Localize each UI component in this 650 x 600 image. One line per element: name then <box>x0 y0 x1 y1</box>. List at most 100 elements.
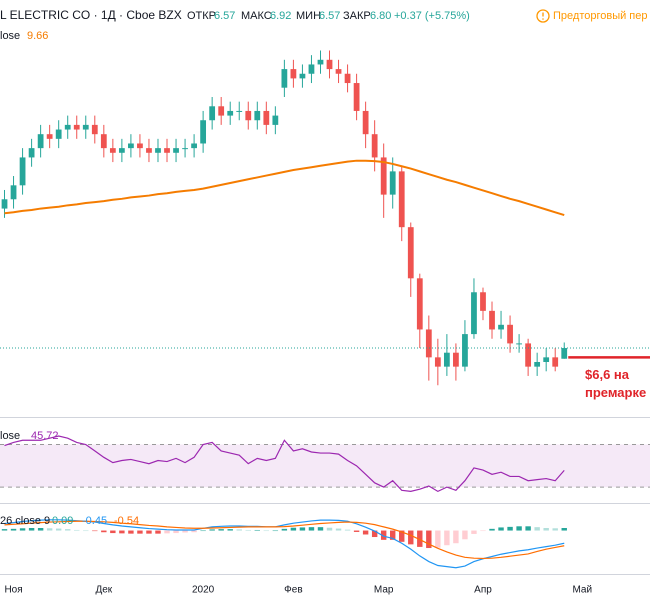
histogram-bar <box>37 528 44 531</box>
candle-body <box>236 110 243 112</box>
histogram-bar <box>128 530 134 534</box>
legend-value: 9.66 <box>27 30 48 42</box>
histogram-bar <box>164 530 170 534</box>
histogram-bar <box>516 526 522 531</box>
series-line <box>4 435 565 493</box>
x-tick-label: Дек <box>95 585 112 596</box>
histogram-bar <box>146 530 152 534</box>
histogram-bar <box>173 530 179 534</box>
legend-label: lose <box>0 430 20 442</box>
candle-body <box>462 334 468 367</box>
histogram-bar <box>281 528 288 531</box>
histogram-bar <box>498 527 504 531</box>
candle-body <box>64 124 71 130</box>
histogram-bar <box>471 530 477 534</box>
candle-body <box>471 292 477 335</box>
histogram-bar <box>371 530 378 538</box>
histogram-bar <box>507 526 513 531</box>
ohlc-name: МИН <box>296 10 321 22</box>
candle-body <box>128 143 134 149</box>
candle-body <box>254 110 261 121</box>
histogram-bar <box>1 529 8 531</box>
session-status[interactable]: Предторговый пер <box>553 10 648 22</box>
candle-body <box>118 148 125 153</box>
x-tick-label: Апр <box>474 585 492 596</box>
histogram-bar <box>380 530 387 540</box>
plot <box>0 50 650 569</box>
status-icon-dot <box>542 18 544 20</box>
candle-body <box>46 134 53 139</box>
candle-body <box>100 134 107 149</box>
candle-body <box>489 310 495 330</box>
candle-body <box>443 352 450 367</box>
candle-body <box>28 148 35 158</box>
series-line <box>4 159 565 217</box>
ohlc-value: 6.57 <box>319 10 340 22</box>
ohlc-value: 6.80 <box>370 10 391 22</box>
histogram-bar <box>182 530 188 533</box>
ohlc-name: ОТКР <box>187 10 216 22</box>
ohlc-value: 6.57 <box>214 10 235 22</box>
candle-body <box>272 115 279 125</box>
candle-body <box>326 59 333 70</box>
candle-body <box>389 171 396 195</box>
candle-body <box>407 227 414 279</box>
candle-body <box>416 278 423 330</box>
candle-body <box>453 352 459 367</box>
candle-body <box>353 83 360 111</box>
histogram-bar <box>137 530 143 534</box>
histogram-bar <box>552 528 558 531</box>
histogram-bar <box>525 526 531 531</box>
histogram-bar <box>209 529 215 531</box>
histogram-bar <box>218 529 224 531</box>
candle-body <box>73 124 80 130</box>
x-tick-label: 2020 <box>192 585 215 596</box>
histogram-bar <box>119 530 125 534</box>
histogram-bar <box>200 530 206 532</box>
ohlc-value: 6.92 <box>270 10 291 22</box>
histogram-bar <box>55 528 62 531</box>
histogram-bar <box>10 528 17 531</box>
histogram-bar <box>155 530 161 534</box>
histogram-bar <box>227 529 233 531</box>
candle-body <box>82 124 89 130</box>
x-tick-label: Мар <box>374 585 394 596</box>
candle-body <box>137 143 143 149</box>
legend-value: 45.72 <box>31 430 59 442</box>
x-tick-label: Май <box>572 585 592 596</box>
candle-body <box>299 73 306 79</box>
histogram-bar <box>462 530 468 540</box>
legend-value: 0.09 <box>52 515 73 527</box>
candle-body <box>164 148 170 153</box>
legend-value: -0.54 <box>114 515 139 527</box>
histogram-bar <box>290 527 297 531</box>
candle-body <box>209 106 216 121</box>
band <box>0 444 650 488</box>
histogram-bar <box>92 530 98 532</box>
ohlc-name: МАКС <box>241 10 272 22</box>
histogram-bar <box>272 530 279 532</box>
histogram-bar <box>426 530 432 549</box>
histogram-bar <box>326 527 333 531</box>
histogram-bar <box>399 530 405 542</box>
candle-body <box>37 134 44 149</box>
candle-body <box>380 157 387 195</box>
candle-body <box>507 324 513 344</box>
histogram-bar <box>344 529 351 531</box>
series-line <box>4 520 565 560</box>
candle-body <box>561 348 568 359</box>
histogram-bar <box>353 530 360 532</box>
histogram-bar <box>417 530 423 547</box>
candle-body <box>191 143 197 149</box>
status-icon[interactable] <box>536 9 550 23</box>
annotation: $6,6 на <box>585 367 630 382</box>
candle-body <box>281 69 288 88</box>
candle-body <box>552 357 559 367</box>
candle-body <box>146 148 152 153</box>
candle-body <box>227 110 234 116</box>
histogram-bar <box>308 527 315 531</box>
x-tick-label: Ноя <box>4 585 22 596</box>
candle-body <box>480 292 486 311</box>
candle-body <box>173 148 179 153</box>
